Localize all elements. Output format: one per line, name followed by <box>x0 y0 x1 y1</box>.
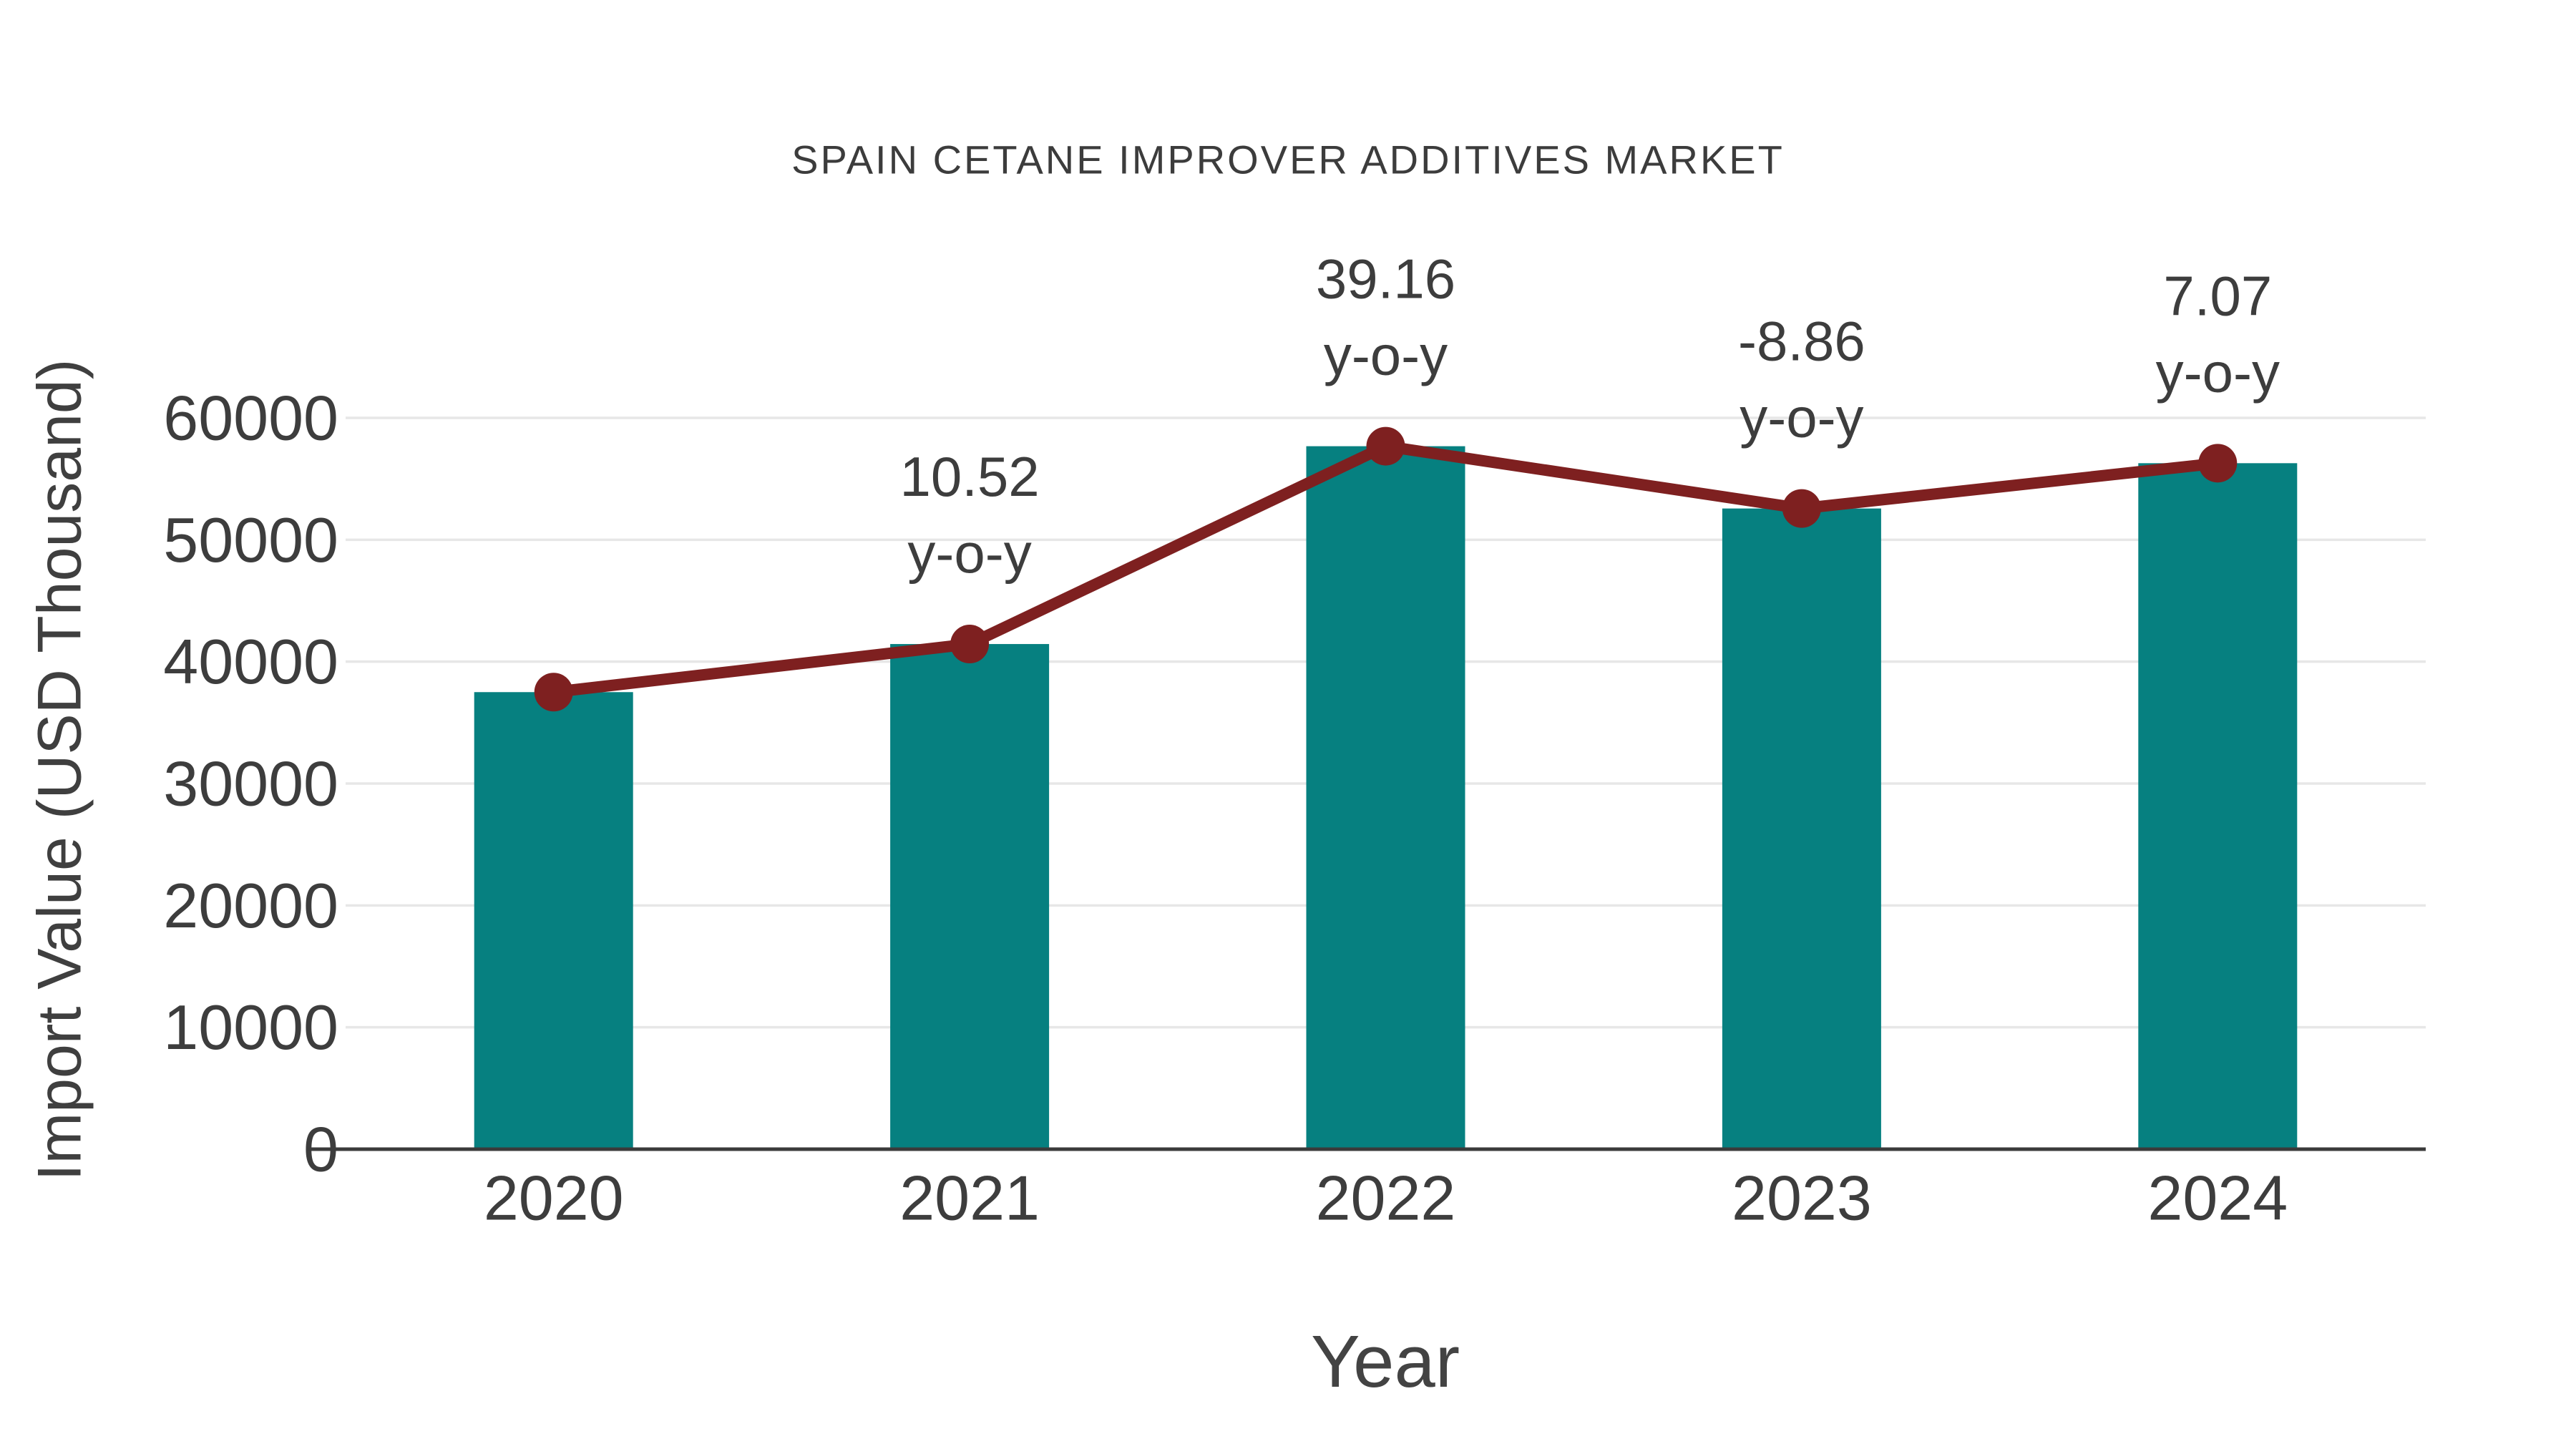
chart-title: SPAIN CETANE IMPROVER ADDITIVES MARKET <box>791 137 1785 182</box>
annotation-value-2021: 10.52 <box>899 445 1039 508</box>
x-tick-label-2023: 2023 <box>1732 1163 1872 1234</box>
trend-marker-2020 <box>534 673 573 712</box>
bar-2021 <box>890 644 1050 1149</box>
y-tick-label-50000: 50000 <box>163 504 338 575</box>
annotation-value-2023: -8.86 <box>1738 310 1865 373</box>
annotation-suffix-2021: y-o-y <box>907 522 1031 585</box>
annotation-suffix-2023: y-o-y <box>1740 386 1863 449</box>
trend-marker-2022 <box>1366 426 1405 466</box>
bar-2022 <box>1306 446 1465 1149</box>
y-tick-label-40000: 40000 <box>163 626 338 697</box>
annotation-value-2024: 7.07 <box>2163 264 2272 327</box>
annotation-value-2022: 39.16 <box>1316 248 1455 311</box>
y-tick-label-60000: 60000 <box>163 383 338 454</box>
x-axis-title: Year <box>1310 1320 1460 1402</box>
y-tick-label-20000: 20000 <box>163 870 338 941</box>
bar-2023 <box>1722 508 1881 1149</box>
trend-marker-2023 <box>1782 489 1821 528</box>
bar-2024 <box>2138 463 2298 1149</box>
trend-marker-2024 <box>2198 444 2238 483</box>
annotation-suffix-2024: y-o-y <box>2156 341 2280 404</box>
trend-marker-2021 <box>950 625 990 664</box>
x-tick-label-2020: 2020 <box>484 1163 624 1234</box>
x-tick-label-2022: 2022 <box>1316 1163 1456 1234</box>
bar-2020 <box>474 692 633 1149</box>
x-tick-label-2021: 2021 <box>899 1163 1040 1234</box>
y-tick-label-30000: 30000 <box>163 748 338 819</box>
annotation-suffix-2022: y-o-y <box>1324 324 1448 387</box>
y-axis-title: Import Value (USD Thousand) <box>25 358 94 1181</box>
x-tick-label-2024: 2024 <box>2147 1163 2288 1234</box>
y-tick-label-10000: 10000 <box>163 992 338 1063</box>
